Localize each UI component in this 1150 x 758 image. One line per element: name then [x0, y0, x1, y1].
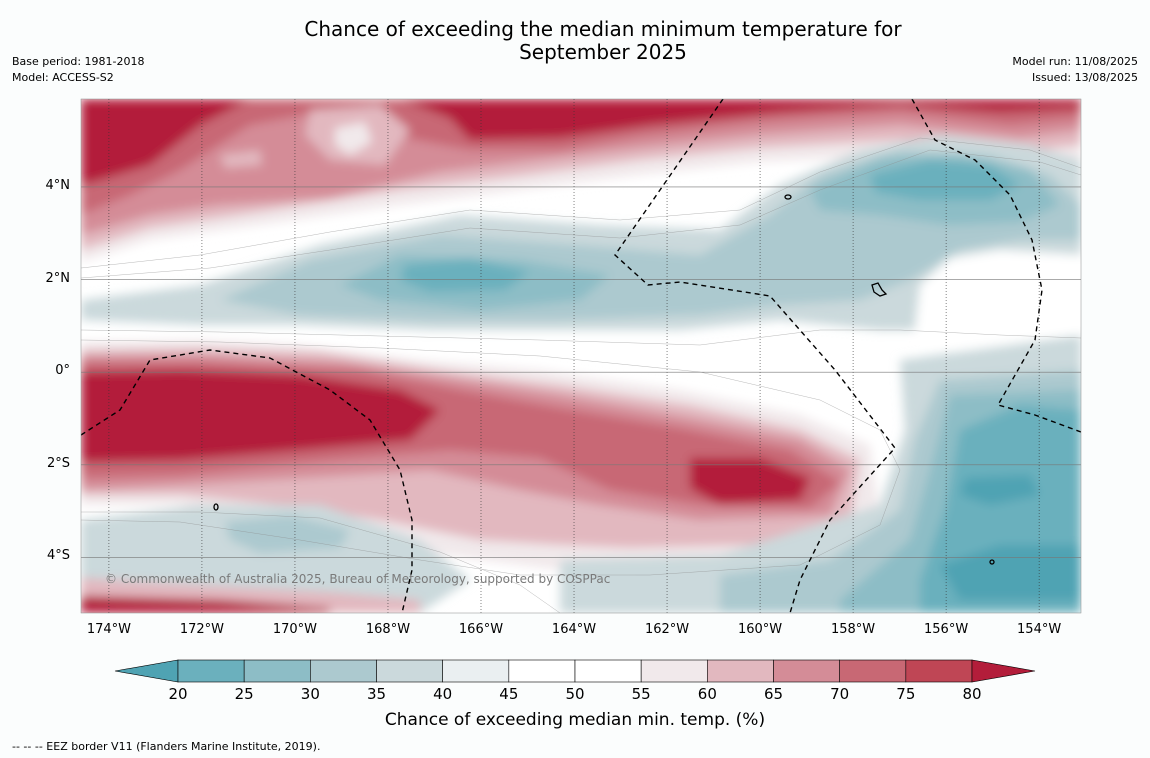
longitude-tick-label: 160°W — [737, 622, 783, 637]
colorbar-low-extend — [114, 659, 179, 683]
longitude-tick-label: 154°W — [1017, 622, 1062, 637]
longitude-tick-label: 172°W — [179, 622, 224, 637]
issued-label: Issued: 13/08/2025 — [1031, 71, 1138, 84]
colorbar-tick-label: 25 — [234, 685, 254, 703]
island-west — [213, 503, 219, 511]
colorbar-segment — [640, 659, 708, 683]
south-blue-30-west — [225, 515, 350, 553]
north-blue-20-center — [400, 258, 530, 292]
colorbar-tick-label: 40 — [433, 685, 453, 703]
colorbar — [114, 659, 1036, 683]
island-north — [784, 194, 792, 200]
north-pink-spot — [220, 150, 262, 168]
longitude-tick-label: 174°W — [86, 622, 131, 637]
colorbar-tick-label: 50 — [565, 685, 585, 703]
contour-lines — [81, 137, 1081, 613]
longitude-tick-label: 158°W — [830, 622, 876, 637]
colorbar-segment — [177, 659, 245, 683]
copyright-notice: © Commonwealth of Australia 2025, Bureau… — [105, 572, 611, 586]
base-period-label: Base period: 1981-2018 — [12, 55, 145, 68]
eez-line-west — [81, 349, 413, 613]
latitude-tick-label: 4°N — [45, 177, 71, 193]
map-frame — [80, 98, 1082, 614]
colorbar-tick-label: 70 — [830, 685, 850, 703]
south-edge-red-core — [81, 596, 330, 613]
meta-right: Model run: 11/08/2025 Issued: 13/08/2025 — [1012, 54, 1138, 86]
longitude-tick-label: 170°W — [272, 622, 318, 637]
island-south — [989, 559, 995, 565]
colorbar-segment — [574, 659, 642, 683]
longitude-tick-label: 162°W — [644, 622, 690, 637]
title-line-2: September 2025 — [519, 40, 687, 64]
colorbar-segment — [442, 659, 510, 683]
longitude-tick-label: 166°W — [458, 622, 504, 637]
equator-core-east — [690, 458, 810, 505]
colorbar-segment — [376, 659, 443, 683]
north-band-80 — [81, 99, 1081, 185]
colorbar-segment — [773, 659, 840, 683]
colorbar-tick-label: 35 — [366, 685, 387, 703]
probability-field — [81, 99, 1081, 613]
south-blue-15-east — [940, 545, 1081, 600]
colorbar-high-extend — [971, 659, 1036, 683]
eez-line-north — [614, 99, 896, 613]
north-blue-20-east — [870, 160, 1020, 200]
eez-footnote: -- -- -- EEZ border V11 (Flanders Marine… — [12, 740, 321, 753]
longitude-tick-label: 156°W — [924, 622, 969, 637]
model-label: Model: ACCESS-S2 — [12, 71, 114, 84]
colorbar-segment — [905, 659, 973, 683]
equator-band-80 — [81, 370, 440, 462]
title-line-1: Chance of exceeding the median minimum t… — [304, 17, 902, 41]
latitude-tick-label: 0° — [55, 363, 70, 379]
longitude-tick-label: 168°W — [365, 622, 411, 637]
colorbar-label: Chance of exceeding median min. temp. (%… — [384, 710, 766, 730]
colorbar-tick-label: 65 — [763, 685, 784, 703]
eez-borders — [81, 99, 1081, 613]
latitude-tick-label: 4°S — [46, 548, 70, 564]
latitude-tick-label: 2°S — [46, 455, 70, 471]
south-blue-15-spot — [960, 475, 1040, 505]
colorbar-tick-label: 55 — [631, 685, 651, 703]
colorbar-segment — [707, 659, 774, 683]
colorbar-tick-label: 45 — [499, 685, 519, 703]
colorbar-segment — [310, 659, 377, 683]
colorbar-tick-label: 60 — [697, 685, 717, 703]
islands — [213, 194, 995, 565]
colorbar-segment — [508, 659, 576, 683]
colorbar-tick-label: 30 — [300, 685, 320, 703]
graticule — [81, 99, 1081, 613]
equator-bubble — [590, 432, 628, 448]
north-pink-patch-inner — [335, 122, 372, 155]
colorbar-tick-label: 75 — [896, 685, 916, 703]
longitude-tick-label: 164°W — [551, 622, 597, 637]
meta-left: Base period: 1981-2018 Model: ACCESS-S2 — [12, 54, 144, 86]
latitude-tick-label: 2°N — [45, 270, 71, 286]
colorbar-segment — [839, 659, 907, 683]
colorbar-segment — [243, 659, 311, 683]
island-kiritimati — [871, 282, 888, 297]
colorbar-tick-label: 20 — [168, 685, 188, 703]
model-run-label: Model run: 11/08/2025 — [1012, 55, 1138, 68]
colorbar-tick-label: 80 — [962, 685, 982, 703]
eez-line-east — [911, 99, 1081, 433]
chart-title: Chance of exceeding the median minimum t… — [0, 18, 1150, 64]
